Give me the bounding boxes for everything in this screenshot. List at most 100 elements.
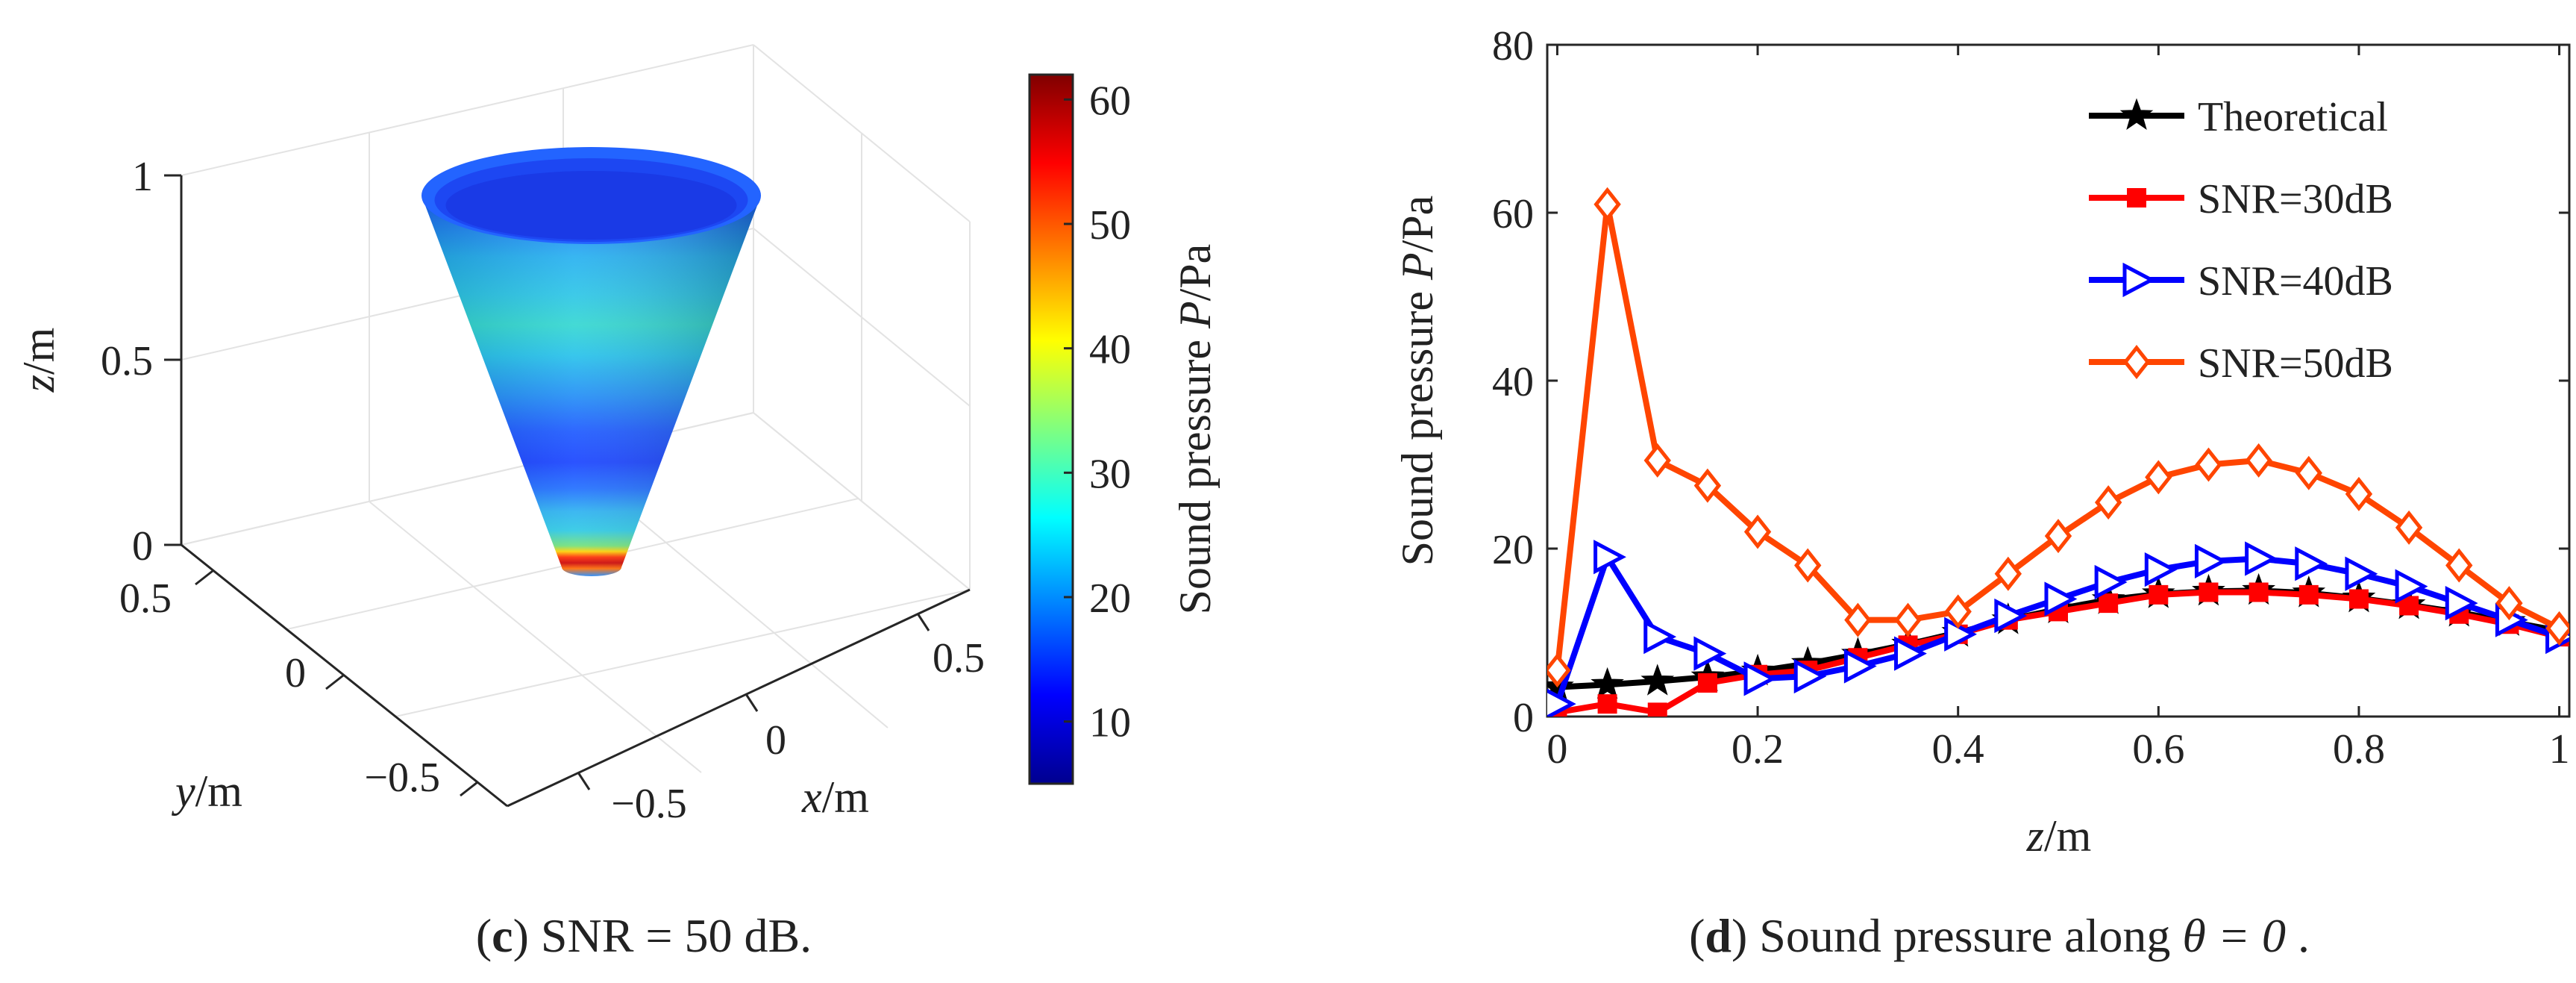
r-x-axis-label: z/m [2026, 811, 2092, 861]
legend-label: SNR=30dB [2198, 176, 2393, 222]
colorbar-label: Sound pressure P/Pa [1171, 244, 1220, 615]
data-point [1593, 187, 1621, 222]
data-point [2144, 552, 2178, 587]
data-point [1844, 602, 1872, 637]
colorbar-tick-label: 40 [1089, 327, 1131, 373]
data-point [1793, 658, 1827, 694]
x-axis-ticks: 0 0.2 0.4 0.6 0.8 1 [1546, 45, 2570, 773]
colorbar-ticks: 10 20 30 40 50 60 [1064, 78, 1131, 746]
legend-marker [2119, 98, 2154, 130]
data-point [2298, 584, 2319, 605]
z-axis-label: z/m [14, 328, 63, 393]
data-point [2545, 611, 2569, 646]
data-point [2495, 586, 2523, 621]
colorbar-tick-label: 20 [1089, 575, 1131, 622]
colorbar-tick-label: 10 [1089, 700, 1131, 746]
y-tick-1: 0 [285, 650, 306, 696]
data-point [2395, 510, 2423, 545]
data-point [1894, 602, 1922, 637]
data-point [1640, 664, 1675, 696]
legend-label: SNR=50dB [2198, 340, 2393, 387]
line-chart-panel: 0 0.2 0.4 0.6 0.8 1 0 20 40 60 80 Theoretical SNR=… [1393, 23, 2571, 962]
series-2 [1547, 540, 2569, 717]
data-point [1894, 636, 1927, 671]
data-point [1743, 514, 1772, 549]
data-point [1944, 594, 1972, 629]
data-point [2445, 585, 2478, 621]
caption-d: (d) Sound pressure along θ = 0 . [1689, 909, 2310, 962]
colorbar-tick-label: 60 [1089, 78, 1131, 124]
legend-label: Theoretical [2198, 94, 2388, 140]
colorbar-tick-label: 50 [1089, 202, 1131, 249]
y-tick-labels: 0.5 0 −0.5 [119, 575, 440, 801]
y-tick-label: 60 [1492, 191, 1534, 237]
data-point [2094, 485, 2122, 520]
legend-marker [2127, 188, 2146, 207]
data-point [2044, 519, 2072, 554]
x-axis-label: x/m [801, 773, 869, 822]
axes-box-3d [164, 174, 971, 808]
data-point [2248, 582, 2269, 602]
y-axis-ticks: 0 20 40 60 80 [1492, 23, 2569, 741]
y-tick-label: 0 [1513, 695, 1534, 741]
colorbar-tick-label: 30 [1089, 451, 1131, 497]
data-point [1643, 619, 1677, 655]
data-point [1843, 649, 1877, 684]
legend: Theoretical SNR=30dB SNR=40dB SNR=50dB [2089, 94, 2393, 387]
x-tick-1: 0 [765, 717, 786, 764]
data-point [1593, 540, 1626, 575]
data-point [1697, 673, 1717, 693]
colorbar: 10 20 30 40 50 60 Sound pressure P/Pa [1028, 73, 1220, 785]
y-axis-label: y/m [171, 767, 242, 816]
legend-marker [2122, 262, 2156, 298]
data-point [2295, 455, 2322, 490]
data-point [1647, 702, 1667, 717]
data-point [1693, 468, 1722, 503]
z-tick-1: 0.5 [101, 338, 153, 384]
data-point [2094, 564, 2128, 600]
data-point [2395, 569, 2428, 604]
data-point [1597, 694, 1617, 714]
data-point [1994, 556, 2022, 591]
z-tick-labels: 0 0.5 1 [101, 154, 153, 569]
data-point [2348, 589, 2369, 609]
series-layer [1547, 187, 2569, 717]
series-3 [1547, 187, 2569, 688]
data-point [2199, 582, 2219, 602]
data-point [1643, 443, 1671, 478]
data-point [2345, 476, 2373, 511]
x-tick-label: 0.4 [1932, 726, 1984, 773]
data-point [2099, 593, 2119, 614]
data-point [2295, 546, 2328, 581]
x-tick-label: 0.6 [2132, 726, 2184, 773]
legend-label: SNR=40dB [2198, 258, 2393, 305]
data-point [2245, 541, 2278, 576]
data-point [2145, 460, 2172, 495]
y-tick-label: 80 [1492, 23, 1534, 69]
data-point [1794, 548, 1822, 583]
caption-c: (c) SNR = 50 dB. [476, 909, 812, 962]
r-y-axis-label: Sound pressure P/Pa [1393, 196, 1442, 567]
data-point [1547, 688, 1576, 717]
x-tick-2: 0.5 [933, 635, 985, 681]
x-tick-label: 0.8 [2333, 726, 2385, 773]
surface-plot-panel: 0 0.5 1 0.5 0 −0.5 −0.5 0 0.5 z/m y/m x/… [14, 44, 1220, 962]
data-point [2195, 447, 2222, 482]
y-tick-0: 0.5 [119, 575, 172, 622]
data-point [2445, 548, 2473, 583]
y-tick-2: −0.5 [364, 755, 440, 801]
data-point [1944, 617, 1978, 652]
y-tick-label: 40 [1492, 359, 1534, 405]
data-point [1693, 636, 1727, 671]
data-point [2345, 556, 2378, 591]
y-tick-label: 20 [1492, 527, 1534, 573]
x-tick-label: 0.2 [1732, 726, 1784, 773]
data-point [2245, 443, 2272, 478]
x-tick-label: 0 [1546, 726, 1567, 773]
data-point [1591, 667, 1624, 699]
data-point [2194, 543, 2228, 579]
legend-marker [2122, 344, 2151, 380]
data-point [2149, 584, 2169, 605]
